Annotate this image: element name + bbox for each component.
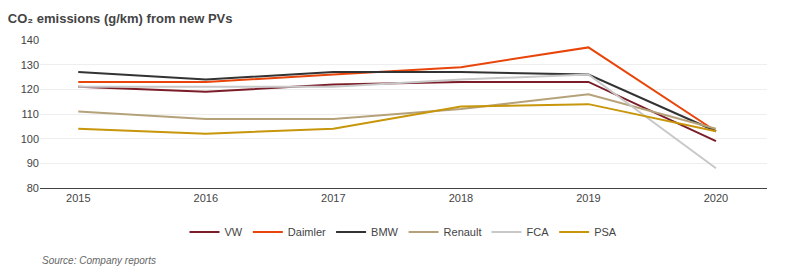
svg-text:110: 110	[21, 108, 39, 120]
svg-text:100: 100	[21, 133, 39, 145]
svg-text:Source: Company reports: Source: Company reports	[42, 255, 156, 266]
svg-text:CO₂ emissions (g/km) from new: CO₂ emissions (g/km) from new PVs	[8, 11, 233, 26]
svg-text:PSA: PSA	[594, 226, 617, 238]
svg-text:2020: 2020	[704, 192, 728, 204]
svg-text:120: 120	[21, 83, 39, 95]
svg-text:FCA: FCA	[526, 226, 549, 238]
svg-text:2019: 2019	[576, 192, 600, 204]
svg-text:130: 130	[21, 59, 39, 71]
svg-text:2017: 2017	[321, 192, 345, 204]
svg-text:Daimler: Daimler	[288, 226, 326, 238]
svg-text:VW: VW	[225, 226, 243, 238]
svg-text:Renault: Renault	[444, 226, 482, 238]
svg-text:90: 90	[27, 157, 39, 169]
svg-text:80: 80	[27, 182, 39, 194]
svg-text:BMW: BMW	[371, 226, 399, 238]
svg-text:2018: 2018	[449, 192, 473, 204]
svg-text:2016: 2016	[194, 192, 218, 204]
svg-text:140: 140	[21, 34, 39, 46]
svg-text:2015: 2015	[66, 192, 90, 204]
